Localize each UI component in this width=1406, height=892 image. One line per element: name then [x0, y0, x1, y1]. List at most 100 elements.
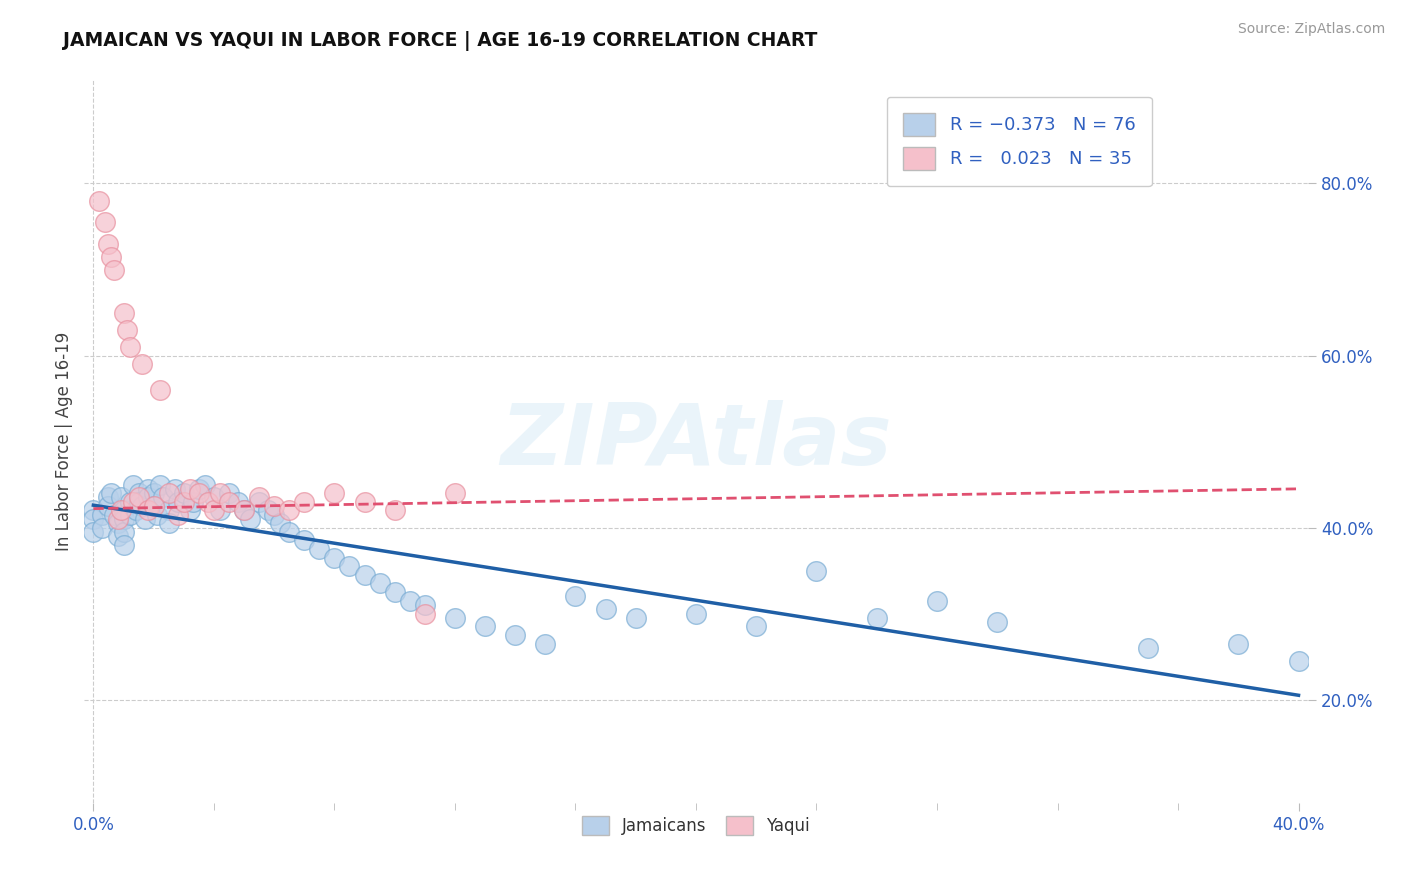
Point — [278, 503, 301, 517]
Point — [112, 538, 135, 552]
Point — [142, 499, 165, 513]
Point — [368, 576, 391, 591]
Point — [564, 590, 586, 604]
Point — [179, 503, 201, 517]
Point — [112, 305, 135, 319]
Point — [128, 486, 150, 500]
Point — [157, 503, 180, 517]
Point — [398, 593, 420, 607]
Point — [194, 477, 217, 491]
Point — [444, 486, 467, 500]
Point — [173, 486, 195, 500]
Point — [1136, 640, 1159, 655]
Point — [110, 491, 132, 505]
Point — [353, 494, 375, 508]
Point — [624, 611, 647, 625]
Point — [145, 508, 167, 522]
Point — [136, 491, 159, 505]
Point — [323, 486, 346, 500]
Point — [173, 494, 195, 508]
Text: ZIPAtlas: ZIPAtlas — [501, 400, 891, 483]
Point — [115, 323, 138, 337]
Point — [218, 486, 240, 500]
Point — [239, 512, 262, 526]
Point — [163, 482, 186, 496]
Point — [82, 512, 104, 526]
Point — [474, 619, 496, 633]
Point — [118, 340, 141, 354]
Point — [339, 559, 361, 574]
Point — [149, 383, 172, 397]
Point — [142, 486, 165, 500]
Point — [94, 215, 117, 229]
Point — [110, 503, 132, 517]
Point — [136, 482, 159, 496]
Point — [413, 607, 436, 621]
Point — [118, 494, 141, 508]
Point — [124, 503, 146, 517]
Point — [986, 615, 1008, 630]
Point — [745, 619, 768, 633]
Point — [384, 503, 406, 517]
Point — [118, 508, 141, 522]
Point — [134, 512, 156, 526]
Point — [112, 512, 135, 526]
Point — [97, 491, 120, 505]
Point — [82, 503, 104, 517]
Point — [179, 482, 201, 496]
Point — [233, 503, 256, 517]
Point — [89, 194, 111, 208]
Point — [97, 236, 120, 251]
Point — [218, 494, 240, 508]
Point — [323, 550, 346, 565]
Point — [202, 503, 225, 517]
Point — [202, 491, 225, 505]
Point — [187, 486, 209, 500]
Point — [166, 508, 188, 522]
Point — [128, 494, 150, 508]
Point — [925, 593, 948, 607]
Text: Source: ZipAtlas.com: Source: ZipAtlas.com — [1237, 22, 1385, 37]
Point — [226, 494, 249, 508]
Point — [97, 499, 120, 513]
Point — [187, 482, 209, 496]
Point — [142, 499, 165, 513]
Point — [82, 524, 104, 539]
Point — [112, 503, 135, 517]
Point — [107, 516, 129, 531]
Point — [121, 494, 143, 508]
Point — [685, 607, 707, 621]
Point — [308, 542, 330, 557]
Point — [181, 494, 204, 508]
Point — [292, 494, 315, 508]
Y-axis label: In Labor Force | Age 16-19: In Labor Force | Age 16-19 — [55, 332, 73, 551]
Point — [100, 250, 122, 264]
Point — [107, 512, 129, 526]
Point — [131, 499, 153, 513]
Point — [444, 611, 467, 625]
Point — [157, 486, 180, 500]
Point — [128, 491, 150, 505]
Point — [503, 628, 526, 642]
Point — [292, 533, 315, 548]
Point — [103, 508, 125, 522]
Point — [263, 508, 285, 522]
Point — [91, 508, 114, 522]
Point — [152, 491, 174, 505]
Point — [233, 503, 256, 517]
Point — [384, 585, 406, 599]
Point — [257, 503, 280, 517]
Point — [121, 477, 143, 491]
Point — [103, 262, 125, 277]
Point — [149, 477, 172, 491]
Point — [136, 503, 159, 517]
Point — [157, 516, 180, 531]
Point — [806, 564, 828, 578]
Point — [247, 491, 270, 505]
Point — [1227, 637, 1250, 651]
Point — [112, 524, 135, 539]
Point — [353, 567, 375, 582]
Point — [595, 602, 617, 616]
Point — [413, 598, 436, 612]
Point — [278, 524, 301, 539]
